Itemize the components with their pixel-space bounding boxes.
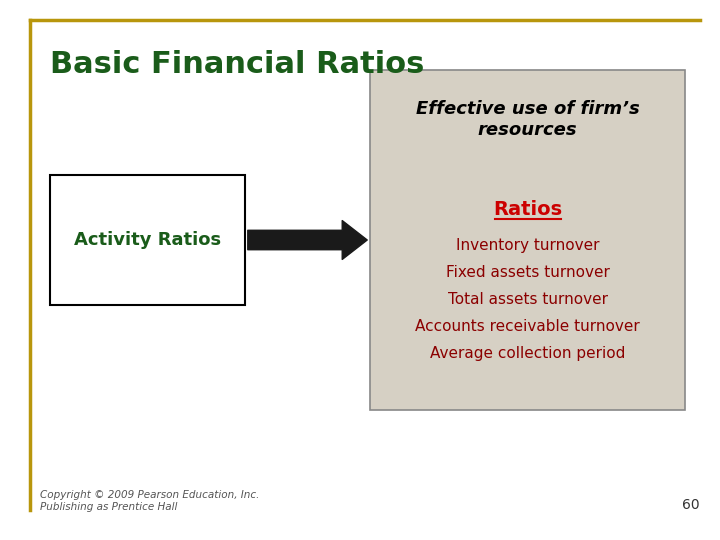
Bar: [50, 175, 245, 305]
Text: Copyright © 2009 Pearson Education, Inc.
Publishing as Prentice Hall: Copyright © 2009 Pearson Education, Inc.…: [40, 490, 259, 512]
Text: Average collection period: Average collection period: [430, 346, 625, 361]
Text: Ratios: Ratios: [493, 200, 562, 219]
Bar: [370, 70, 685, 410]
Text: Fixed assets turnover: Fixed assets turnover: [446, 265, 609, 280]
Text: 60: 60: [683, 498, 700, 512]
FancyArrowPatch shape: [248, 220, 367, 259]
Text: Total assets turnover: Total assets turnover: [448, 292, 608, 307]
Text: Inventory turnover: Inventory turnover: [456, 238, 599, 253]
Text: Effective use of firm’s
resources: Effective use of firm’s resources: [415, 100, 639, 139]
Text: Activity Ratios: Activity Ratios: [74, 231, 221, 249]
Text: Accounts receivable turnover: Accounts receivable turnover: [415, 319, 640, 334]
Text: Basic Financial Ratios: Basic Financial Ratios: [50, 50, 424, 79]
